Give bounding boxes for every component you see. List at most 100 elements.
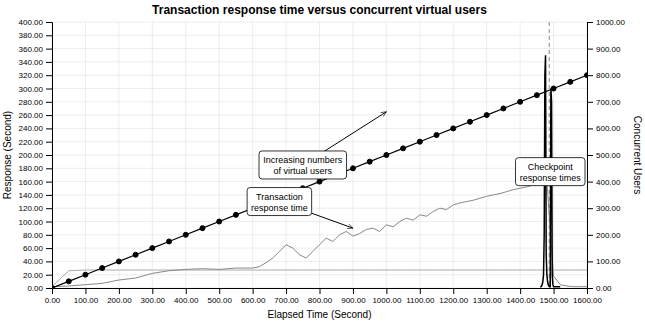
tick-label: 240.00 (19, 124, 44, 133)
tick-mark (46, 182, 52, 183)
tick-label: 1100.00 (406, 296, 435, 305)
series-marker (350, 166, 355, 171)
chart: 0.00 100.00 200.00 300.00 400.00 500.00 600.00… (0, 0, 645, 322)
tick-label: 300.00 (19, 85, 44, 94)
grid-line-y (52, 221, 587, 222)
tick: 320.00 (19, 71, 52, 80)
tick-mark (46, 208, 52, 209)
tick: 600.00 (241, 288, 266, 305)
tick: 200.00 (107, 288, 132, 305)
tick-mark (587, 261, 593, 262)
tick: 220.00 (19, 138, 52, 147)
tick: 200.00 (19, 151, 52, 160)
tick-label: 300.00 (141, 296, 166, 305)
series-marker (52, 286, 55, 289)
tick: 160.00 (19, 178, 52, 187)
tick-label: 380.00 (19, 31, 44, 40)
axis-line (53, 289, 588, 295)
tick: 400.00 (19, 18, 52, 27)
series-marker (66, 279, 71, 284)
series-marker (551, 86, 556, 91)
tick: 600.00 (587, 124, 621, 133)
tick-mark (46, 142, 52, 143)
tick: 900.00 (341, 288, 366, 305)
tick-mark (587, 75, 593, 76)
tick-label: 1000.00 (372, 296, 401, 305)
grid-line-y (52, 88, 587, 89)
tick-label: 1000.00 (596, 18, 625, 27)
tick-label: 0.00 (27, 284, 43, 293)
tick-mark (487, 288, 488, 294)
tick-label: 400.00 (19, 18, 44, 27)
vertical-line (549, 22, 550, 288)
x-axis: 0.00100.00200.00300.00400.00500.00600.00… (45, 288, 603, 305)
tick-label: 360.00 (19, 45, 44, 54)
tick-mark (46, 261, 52, 262)
grid-line-y (52, 115, 587, 116)
grid-line-y (52, 75, 587, 76)
y-axis-title: Response (Second) (2, 111, 13, 199)
tick-label: 1600.00 (573, 296, 602, 305)
tick: 0.00 (27, 284, 52, 293)
tick: 900.00 (587, 45, 621, 54)
series-marker (401, 146, 406, 151)
grid-line-y (52, 101, 587, 102)
axis-line (46, 23, 53, 289)
grid-line-y (52, 48, 587, 49)
tick-label: 20.00 (23, 271, 44, 280)
tick-label: 100.00 (596, 257, 621, 266)
tick: 120.00 (19, 204, 52, 213)
tick-label: 400.00 (174, 296, 199, 305)
grid-line-y (52, 35, 587, 36)
grid-line-y (52, 274, 587, 275)
series-marker (233, 212, 238, 217)
tick-mark (554, 288, 555, 294)
grid-line-y (52, 61, 587, 62)
tick-mark (587, 208, 593, 209)
tick-label: 600.00 (241, 296, 266, 305)
tick-mark (46, 235, 52, 236)
series-marker (534, 93, 539, 98)
tick: 700.00 (587, 98, 621, 107)
tick-mark (46, 222, 52, 223)
tick-label: 1400.00 (506, 296, 535, 305)
tick-mark (46, 248, 52, 249)
tick-label: 600.00 (596, 124, 621, 133)
tick-mark (420, 288, 421, 294)
tick: 500.00 (207, 288, 232, 305)
grid-line-y (52, 234, 587, 235)
annotation-box (515, 158, 585, 186)
tick-mark (119, 288, 120, 294)
series-marker (200, 226, 205, 231)
tick-mark (46, 49, 52, 50)
grid-line-y (52, 141, 587, 142)
tick: 700.00 (274, 288, 299, 305)
series-marker (183, 232, 188, 237)
tick-label: 700.00 (274, 296, 299, 305)
tick: 60.00 (23, 244, 52, 253)
annotation-text: Increasing numbersof virtual users (263, 155, 343, 176)
tick: 140.00 (19, 191, 52, 200)
plot-area (52, 22, 587, 288)
tick: 240.00 (19, 124, 52, 133)
tick-mark (587, 22, 593, 23)
series-marker (384, 153, 389, 158)
tick-label: 180.00 (19, 164, 44, 173)
tick: 1300.00 (473, 288, 502, 305)
tick: 1000.00 (587, 18, 625, 27)
tick: 300.00 (19, 85, 52, 94)
series-marker (484, 113, 489, 118)
series-marker (568, 79, 573, 84)
tick-mark (46, 62, 52, 63)
tick-label: 0.00 (45, 296, 61, 305)
tick-label: 900.00 (341, 296, 366, 305)
tick-mark (46, 155, 52, 156)
tick-label: 200.00 (596, 231, 621, 240)
tick: 360.00 (19, 45, 52, 54)
tick-label: 220.00 (19, 138, 44, 147)
annotation-box (247, 188, 312, 216)
tick-mark (46, 168, 52, 169)
tick-label: 1300.00 (473, 296, 502, 305)
tick-mark (453, 288, 454, 294)
series-line (52, 75, 587, 288)
